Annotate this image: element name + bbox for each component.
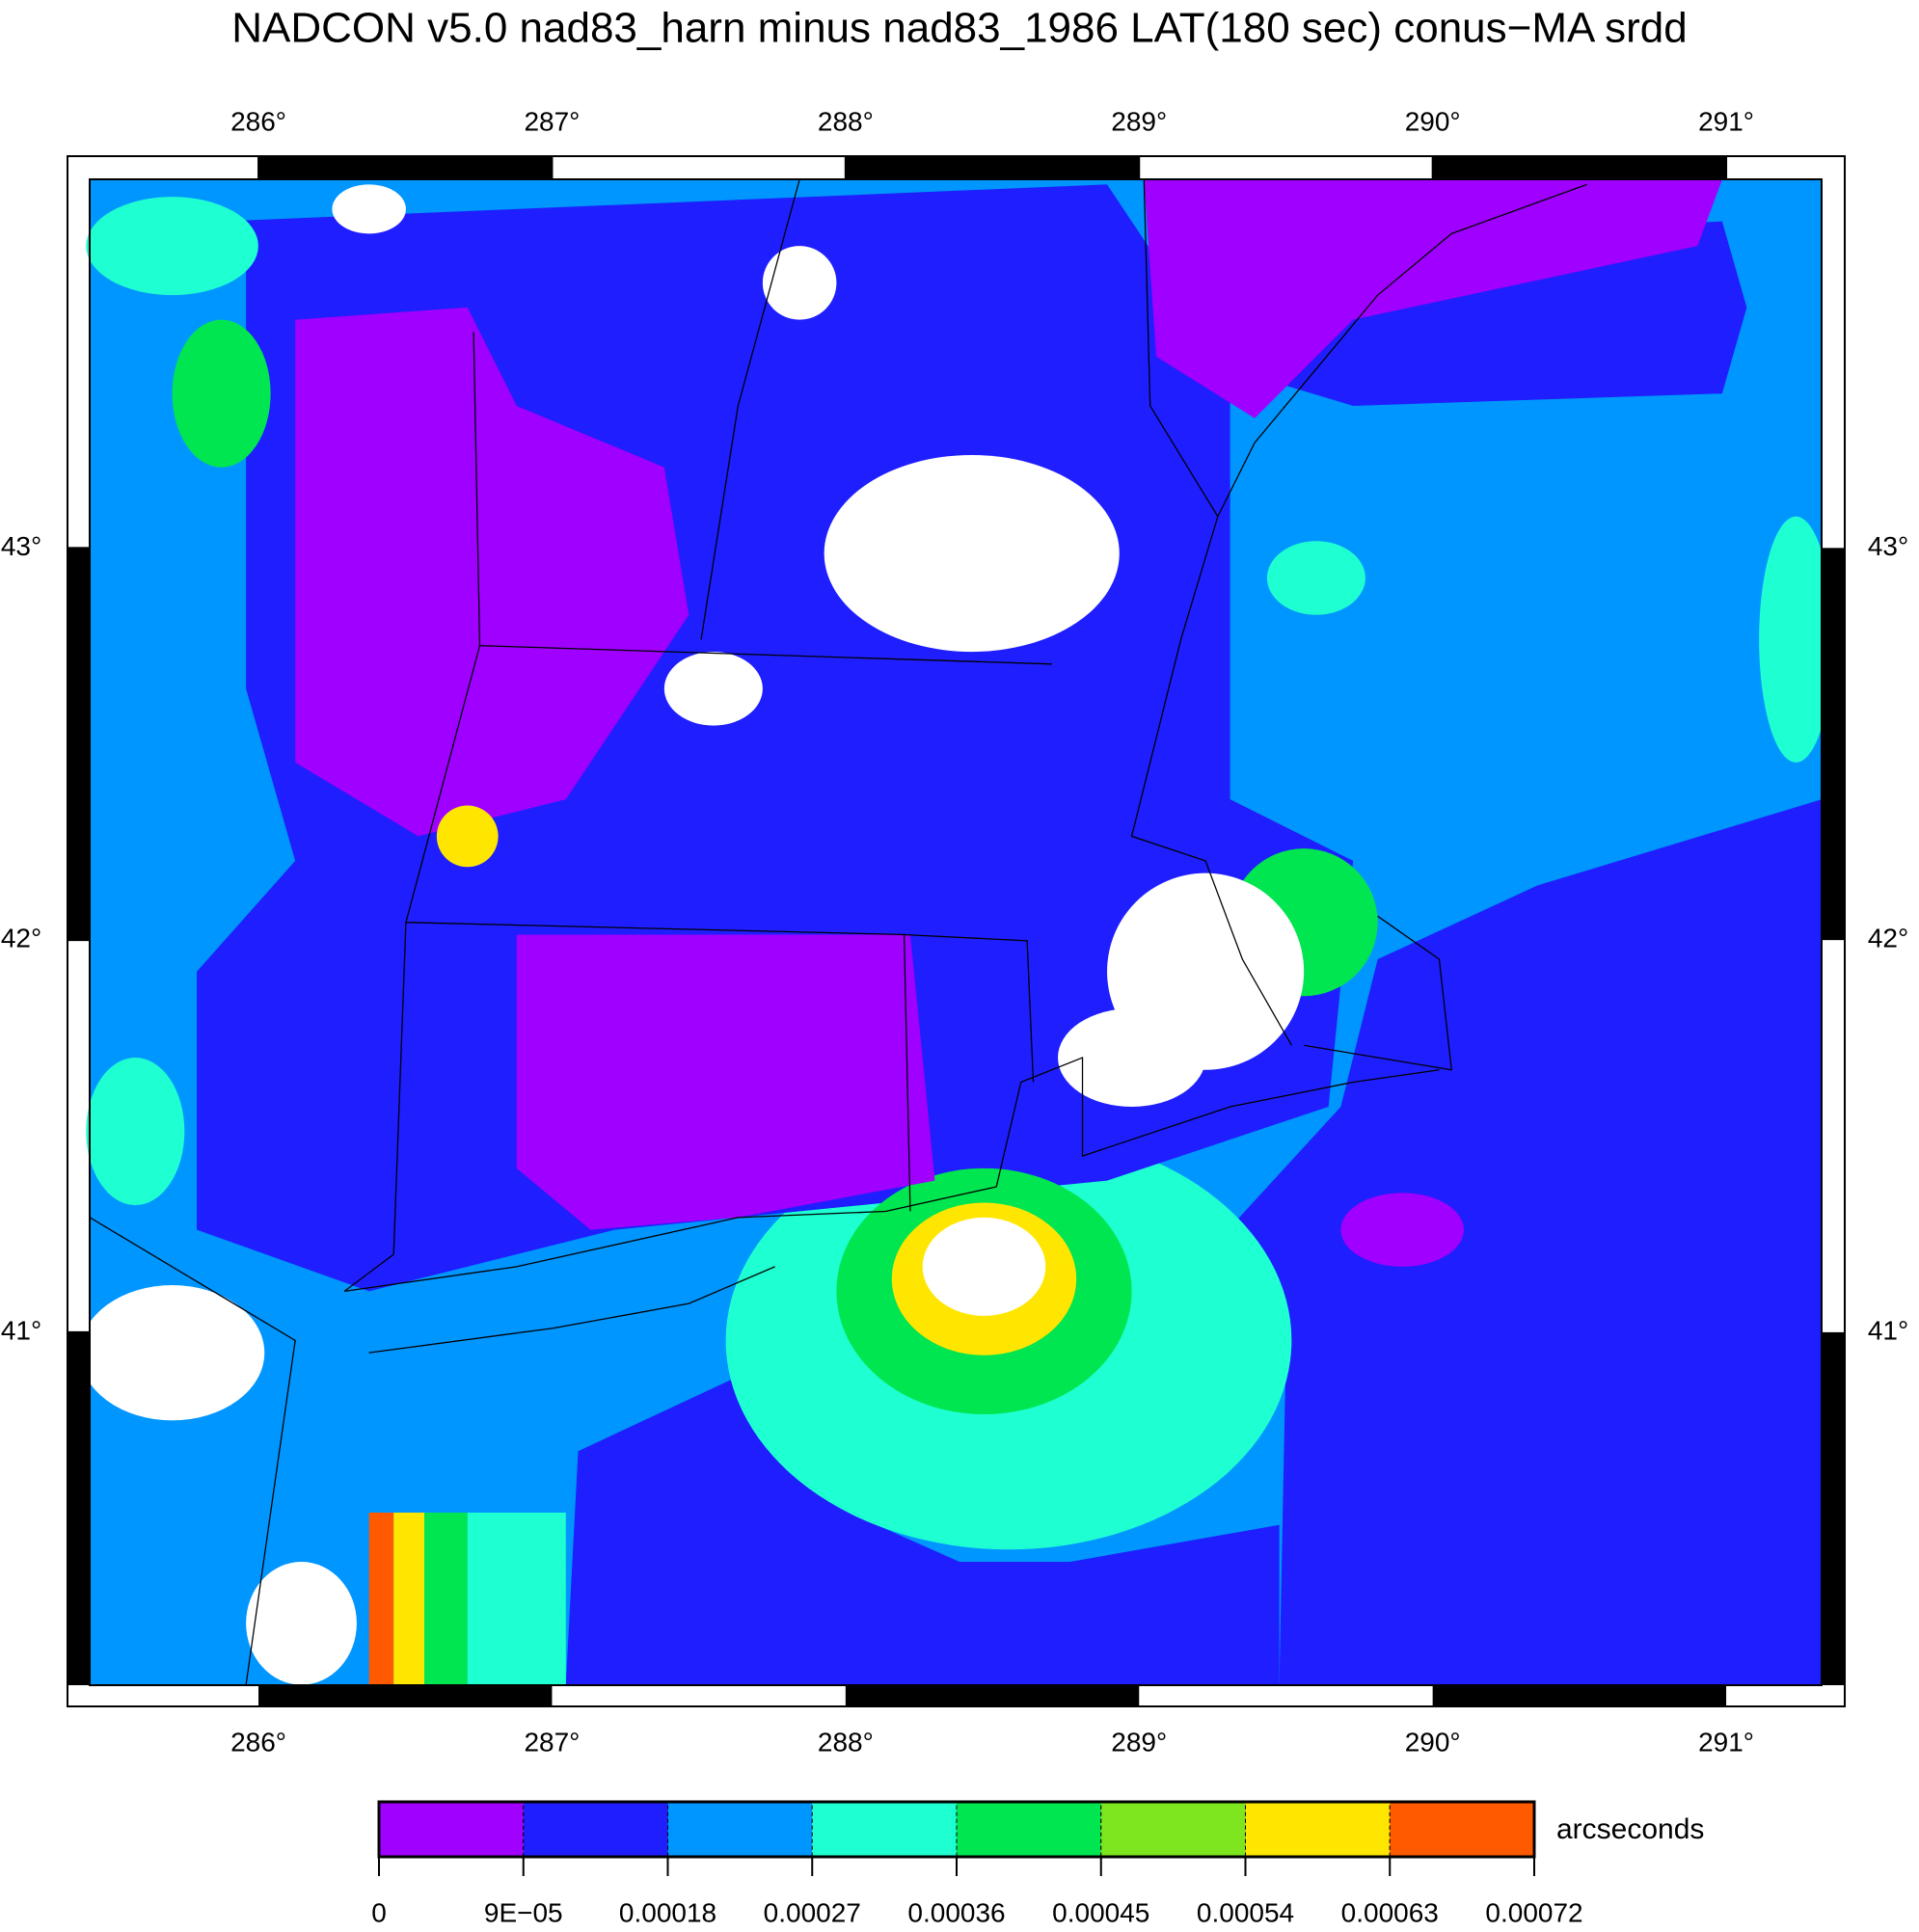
map-region bbox=[1144, 179, 1722, 418]
x-tick-label: 290° bbox=[1405, 1727, 1461, 1757]
map-region bbox=[86, 197, 258, 296]
y-tick-label: 41° bbox=[1, 1315, 41, 1345]
map-region bbox=[1340, 1193, 1464, 1267]
colorbar-tick-label: 0.00045 bbox=[1052, 1897, 1149, 1927]
frame-band bbox=[68, 1331, 90, 1685]
frame-band bbox=[845, 156, 1140, 179]
x-tick-label: 289° bbox=[1111, 106, 1167, 136]
state-border bbox=[405, 645, 911, 1212]
state-border bbox=[1143, 179, 1219, 518]
coastline bbox=[1130, 516, 1292, 1046]
map-region bbox=[516, 934, 935, 1230]
y-tick-label: 42° bbox=[1868, 924, 1908, 953]
map-region bbox=[368, 1512, 394, 1685]
map-region bbox=[295, 307, 689, 837]
frame-band bbox=[1432, 156, 1727, 179]
map-region bbox=[393, 1512, 425, 1685]
colorbar-label: arcseconds bbox=[1556, 1813, 1704, 1845]
map-region bbox=[79, 1285, 265, 1421]
map-region bbox=[436, 805, 499, 868]
colorbar-segment bbox=[667, 1801, 813, 1858]
x-tick-label: 288° bbox=[818, 1727, 874, 1757]
frame-band bbox=[1822, 1331, 1845, 1685]
colorbar-tick-label: 0.00036 bbox=[907, 1897, 1005, 1927]
map-region bbox=[762, 246, 837, 320]
colorbar-segment bbox=[1389, 1801, 1535, 1858]
colorbar-segment bbox=[523, 1801, 668, 1858]
map-region bbox=[172, 319, 271, 468]
y-tick-label: 42° bbox=[1, 924, 41, 953]
map-region bbox=[467, 1512, 566, 1685]
x-tick-label: 290° bbox=[1405, 106, 1461, 136]
frame-band bbox=[845, 1685, 1140, 1706]
y-tick-label: 43° bbox=[1, 531, 41, 561]
colorbar-segment bbox=[811, 1801, 958, 1858]
colorbar-segment bbox=[1100, 1801, 1246, 1858]
colorbar-tick-label: 9E−05 bbox=[484, 1897, 563, 1927]
colorbar: 0 9E−05 0.00018 0.00027 0.00036 0.00045 0.0005… bbox=[371, 1800, 1583, 1927]
colorbar-tick-label: 0.00027 bbox=[764, 1897, 861, 1927]
map-region bbox=[86, 1058, 185, 1206]
map-region bbox=[424, 1512, 468, 1685]
y-tick-label: 43° bbox=[1868, 531, 1908, 561]
colorbar-tick-label: 0.00072 bbox=[1485, 1897, 1582, 1927]
y-tick-label: 41° bbox=[1868, 1315, 1908, 1345]
colorbar-tick-label: 0 bbox=[371, 1897, 387, 1927]
state-border bbox=[89, 1217, 296, 1685]
x-tick-label: 288° bbox=[818, 106, 874, 136]
map-region bbox=[1205, 799, 1823, 1685]
coastline bbox=[368, 1266, 775, 1354]
state-border bbox=[700, 179, 800, 640]
frame-band bbox=[258, 156, 553, 179]
coastline bbox=[344, 1057, 1440, 1293]
map-field bbox=[79, 179, 1833, 1685]
colorbar-tick-label: 0.00063 bbox=[1341, 1897, 1439, 1927]
frame-band bbox=[1822, 548, 1845, 941]
frame-band bbox=[68, 548, 90, 941]
state-border bbox=[343, 922, 407, 1292]
x-tick-label: 287° bbox=[524, 1727, 580, 1757]
map-region bbox=[332, 184, 406, 234]
map-frame bbox=[67, 155, 1846, 1707]
map-region bbox=[1058, 1007, 1206, 1108]
x-tick-label: 291° bbox=[1698, 1727, 1754, 1757]
x-tick-label: 286° bbox=[230, 106, 286, 136]
map-region bbox=[1266, 541, 1365, 615]
map-region bbox=[246, 1562, 357, 1685]
colorbar-tick-label: 0.00018 bbox=[619, 1897, 716, 1927]
colorbar-segment bbox=[1245, 1801, 1391, 1858]
x-tick-label: 287° bbox=[524, 106, 580, 136]
map-region bbox=[565, 1364, 1280, 1685]
coastline bbox=[1217, 183, 1587, 518]
frame-band bbox=[258, 1685, 553, 1706]
frame-band bbox=[1432, 1685, 1727, 1706]
colorbar-segment bbox=[378, 1801, 525, 1858]
map-region bbox=[1759, 516, 1833, 763]
coastline bbox=[1304, 915, 1452, 1071]
map-region bbox=[824, 454, 1120, 653]
state-border bbox=[904, 933, 1035, 1083]
x-tick-label: 291° bbox=[1698, 106, 1754, 136]
x-tick-label: 289° bbox=[1111, 1727, 1167, 1757]
title: NADCON v5.0 nad83_harn minus nad83_1986 … bbox=[231, 5, 1688, 52]
map-region bbox=[922, 1217, 1046, 1316]
map-region bbox=[663, 652, 763, 726]
boundaries bbox=[89, 179, 1587, 1685]
colorbar-tick-label: 0.00054 bbox=[1197, 1897, 1294, 1927]
x-tick-label: 286° bbox=[230, 1727, 286, 1757]
colorbar-segment bbox=[956, 1801, 1102, 1858]
